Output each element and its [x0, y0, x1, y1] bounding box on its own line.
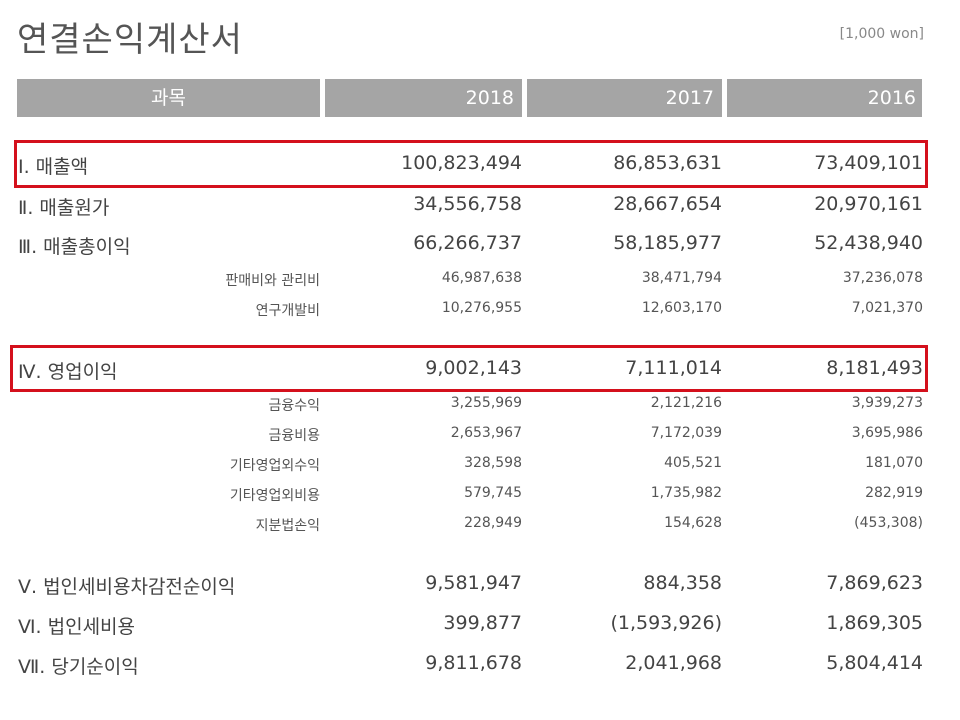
- highlight-box-revenue: [14, 140, 928, 188]
- row-label: 기타영업외비용: [229, 488, 320, 504]
- value-2018: 46,987,638: [441, 270, 522, 286]
- row-label: 연구개발비: [255, 303, 320, 319]
- value-2018: 9,811,678: [425, 652, 522, 674]
- unit-label: [1,000 won]: [839, 26, 924, 42]
- row-label: 금융수익: [268, 398, 320, 414]
- table-row-finance-cost: 금융비용 2,653,967 7,172,039 3,695,986: [0, 423, 960, 447]
- value-2018: 9,581,947: [425, 572, 522, 594]
- row-label: Ⅲ. 매출총이익: [18, 236, 131, 258]
- table-row-net-income: Ⅶ. 당기순이익 9,811,678 2,041,968 5,804,414: [0, 650, 960, 680]
- row-label: 판매비와 관리비: [225, 273, 320, 289]
- value-2016: 7,021,370: [851, 300, 923, 316]
- row-label: 금융비용: [268, 428, 320, 444]
- table-row-sga: 판매비와 관리비 46,987,638 38,471,794 37,236,07…: [0, 268, 960, 292]
- value-2016: 1,869,305: [826, 612, 923, 634]
- value-2018: 9,002,143: [425, 357, 522, 379]
- value-2017: 38,471,794: [641, 270, 722, 286]
- row-label: 기타영업외수익: [229, 458, 320, 474]
- value-2018: 399,877: [443, 612, 522, 634]
- row-label: Ⅳ. 영업이익: [18, 361, 118, 383]
- value-2017: 86,853,631: [613, 152, 722, 174]
- value-2017: 7,111,014: [625, 357, 722, 379]
- column-header-subject: 과목: [17, 79, 320, 117]
- value-2017: 2,121,216: [650, 395, 722, 411]
- value-2016: 3,939,273: [851, 395, 923, 411]
- value-2018: 10,276,955: [441, 300, 522, 316]
- value-2016: 37,236,078: [842, 270, 923, 286]
- table-row-equity-method: 지분법손익 228,949 154,628 (453,308): [0, 513, 960, 537]
- value-2018: 228,949: [464, 515, 522, 531]
- value-2017: (1,593,926): [610, 612, 722, 634]
- value-2016: 181,070: [865, 455, 923, 471]
- value-2016: 282,919: [865, 485, 923, 501]
- value-2016: 5,804,414: [826, 652, 923, 674]
- column-header-2017: 2017: [527, 79, 722, 117]
- table-row-operating-profit: Ⅳ. 영업이익 9,002,143 7,111,014 8,181,493: [0, 355, 960, 385]
- value-2017: 1,735,982: [650, 485, 722, 501]
- value-2016: 8,181,493: [826, 357, 923, 379]
- value-2016: 52,438,940: [814, 232, 923, 254]
- value-2016: 3,695,986: [851, 425, 923, 441]
- value-2017: 884,358: [643, 572, 722, 594]
- column-header-2016: 2016: [727, 79, 922, 117]
- value-2018: 66,266,737: [413, 232, 522, 254]
- value-2017: 405,521: [664, 455, 722, 471]
- value-2017: 2,041,968: [625, 652, 722, 674]
- row-label: 지분법손익: [255, 518, 320, 534]
- value-2016: 20,970,161: [814, 193, 923, 215]
- value-2018: 3,255,969: [450, 395, 522, 411]
- table-row-rnd: 연구개발비 10,276,955 12,603,170 7,021,370: [0, 298, 960, 322]
- value-2017: 154,628: [664, 515, 722, 531]
- value-2017: 7,172,039: [650, 425, 722, 441]
- table-row-finance-income: 금융수익 3,255,969 2,121,216 3,939,273: [0, 393, 960, 417]
- row-label: Ⅰ. 매출액: [18, 156, 89, 178]
- table-row-pretax-income: Ⅴ. 법인세비용차감전순이익 9,581,947 884,358 7,869,6…: [0, 570, 960, 600]
- table-row-gross-profit: Ⅲ. 매출총이익 66,266,737 58,185,977 52,438,94…: [0, 230, 960, 260]
- page-title: 연결손익계산서: [17, 20, 243, 60]
- value-2016: 7,869,623: [826, 572, 923, 594]
- row-label: Ⅶ. 당기순이익: [18, 656, 139, 678]
- column-header-2018: 2018: [325, 79, 522, 117]
- value-2017: 12,603,170: [641, 300, 722, 316]
- table-row-cost-of-sales: Ⅱ. 매출원가 34,556,758 28,667,654 20,970,161: [0, 191, 960, 221]
- value-2018: 2,653,967: [450, 425, 522, 441]
- table-row-other-expense: 기타영업외비용 579,745 1,735,982 282,919: [0, 483, 960, 507]
- value-2018: 328,598: [464, 455, 522, 471]
- table-row-income-tax: Ⅵ. 법인세비용 399,877 (1,593,926) 1,869,305: [0, 610, 960, 640]
- value-2018: 34,556,758: [413, 193, 522, 215]
- value-2018: 100,823,494: [401, 152, 522, 174]
- row-label: Ⅴ. 법인세비용차감전순이익: [18, 576, 236, 598]
- value-2018: 579,745: [464, 485, 522, 501]
- row-label: Ⅵ. 법인세비용: [18, 616, 136, 638]
- highlight-box-operating-profit: [10, 345, 928, 392]
- value-2016: 73,409,101: [814, 152, 923, 174]
- value-2017: 58,185,977: [613, 232, 722, 254]
- value-2017: 28,667,654: [613, 193, 722, 215]
- table-row-other-income: 기타영업외수익 328,598 405,521 181,070: [0, 453, 960, 477]
- value-2016: (453,308): [854, 515, 923, 531]
- row-label: Ⅱ. 매출원가: [18, 197, 110, 219]
- table-row-revenue: Ⅰ. 매출액 100,823,494 86,853,631 73,409,101: [0, 150, 960, 180]
